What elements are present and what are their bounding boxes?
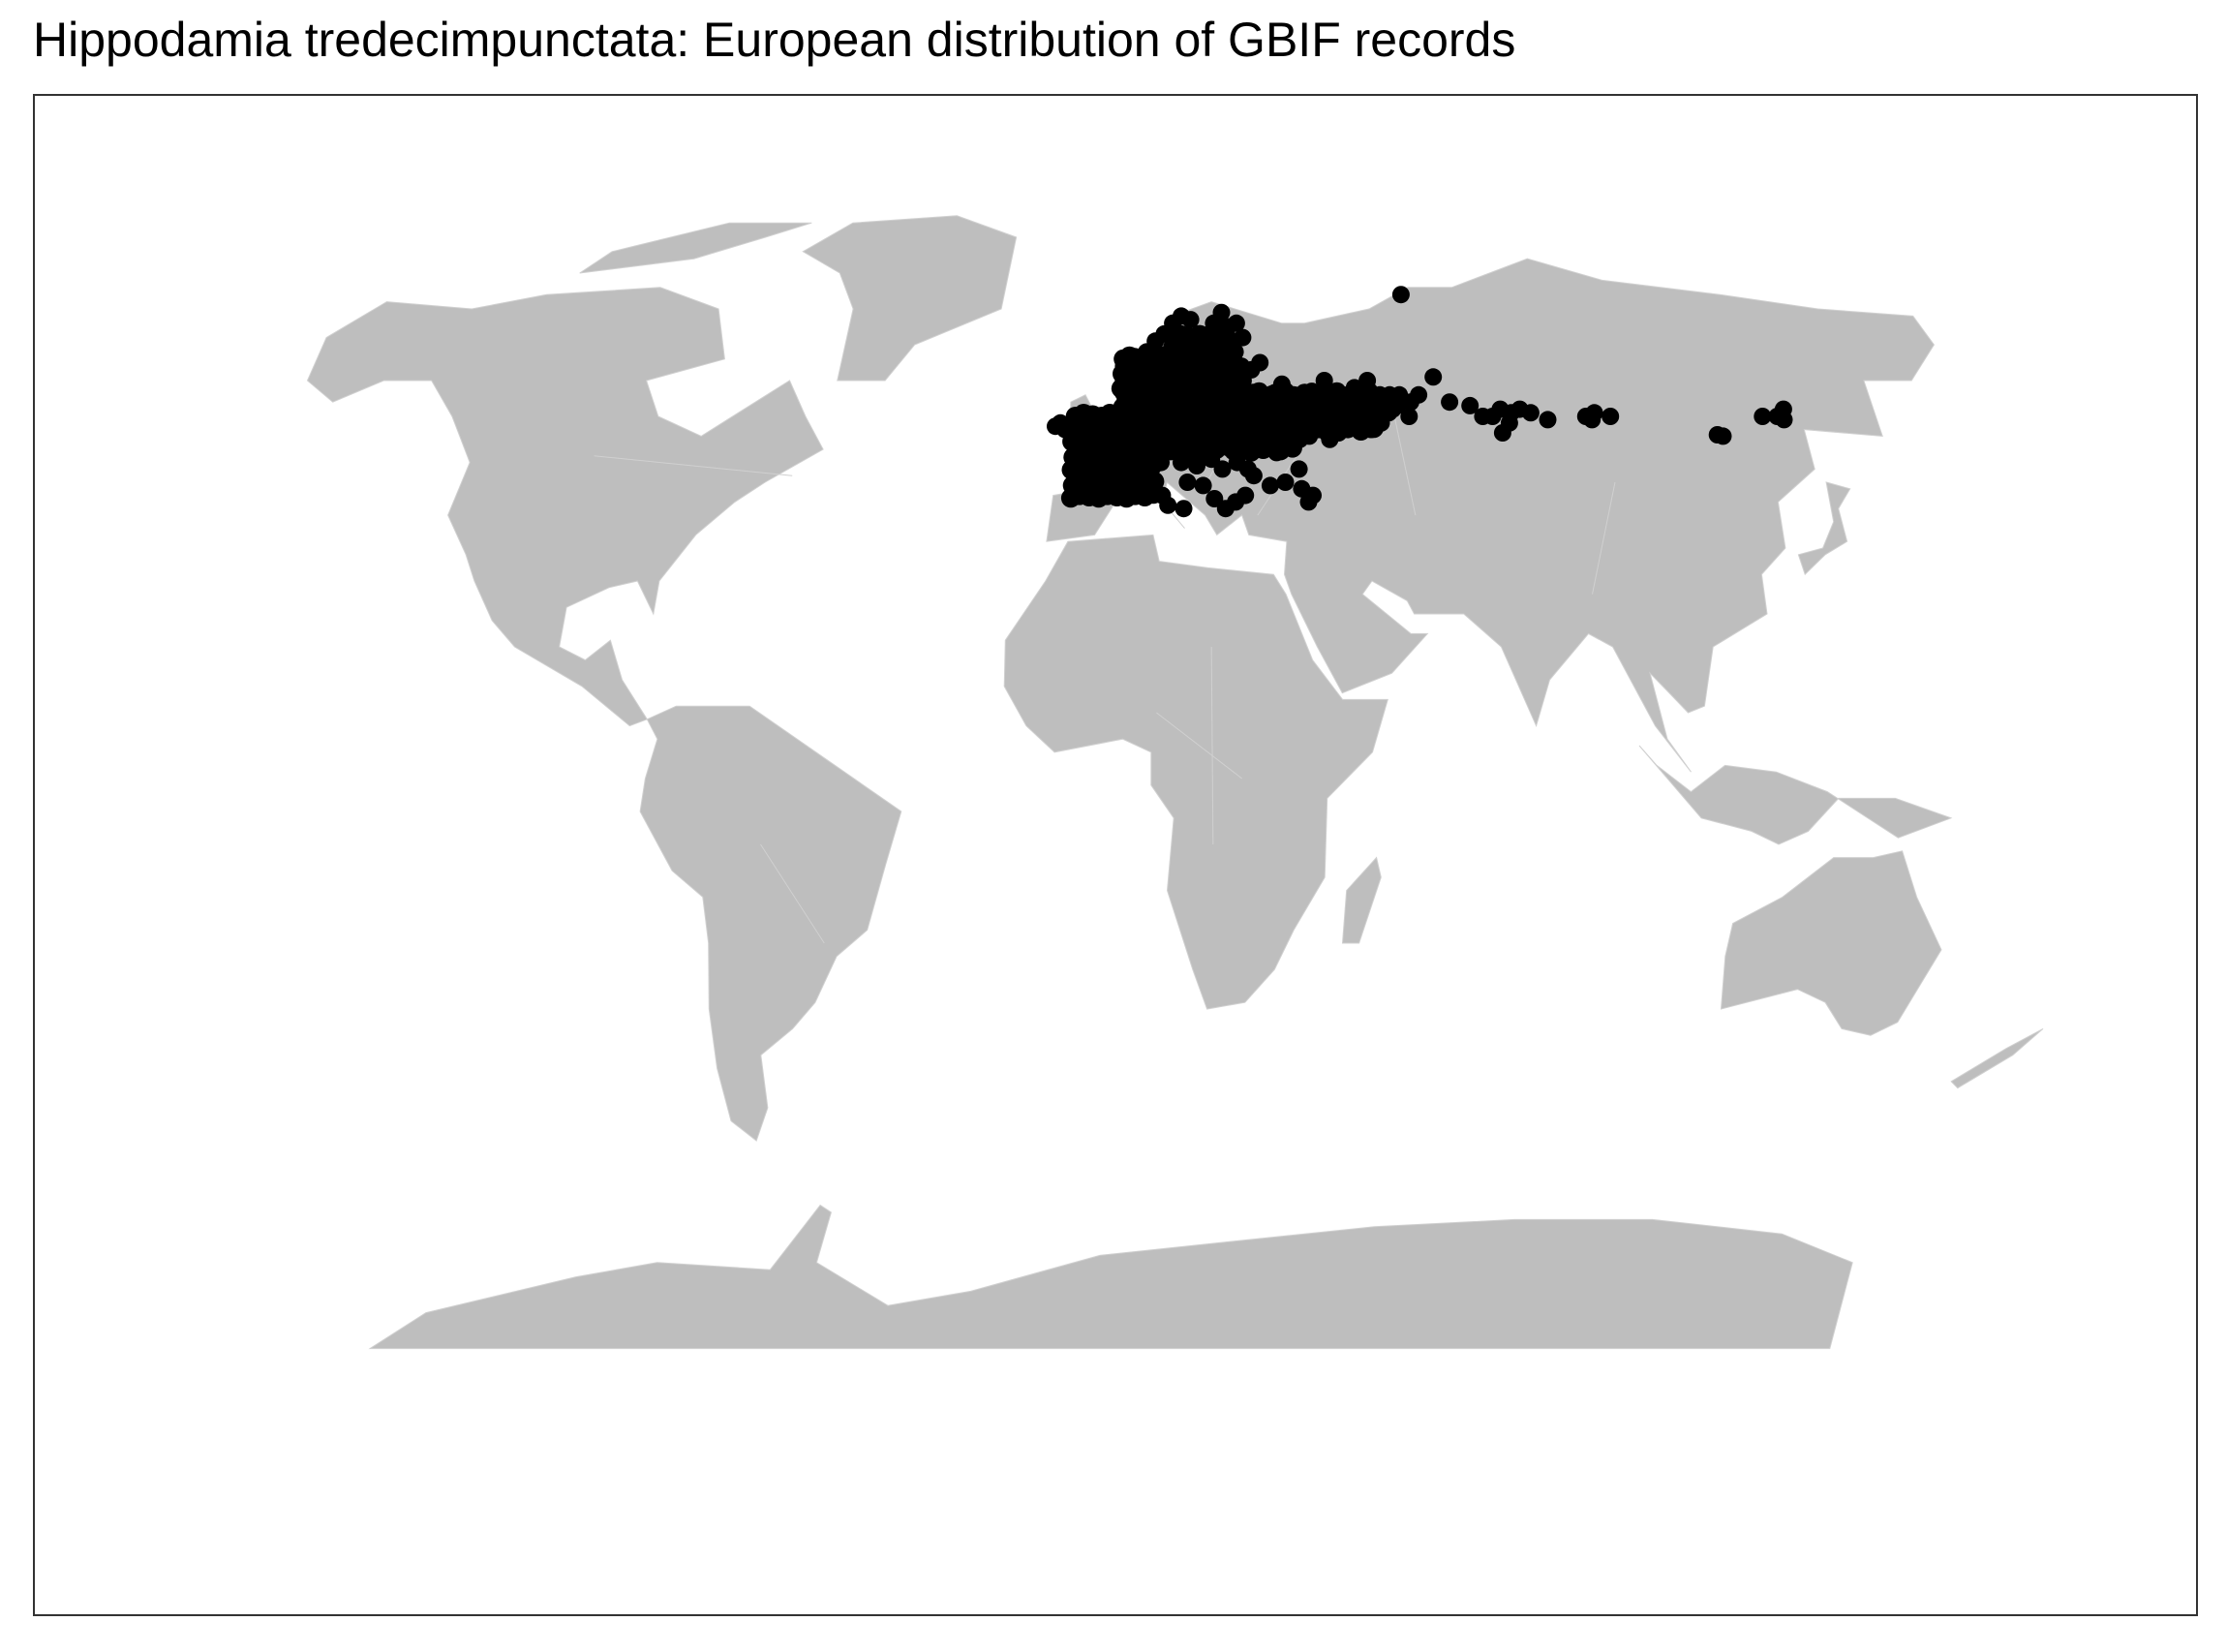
occurrence-point [1195, 413, 1212, 432]
occurrence-point [1213, 460, 1232, 478]
north-america-landmass [306, 287, 824, 727]
country-border-line [760, 843, 825, 944]
occurrence-point [1238, 460, 1257, 478]
occurrence-point [1227, 314, 1245, 332]
country-border-line [1592, 481, 1616, 595]
occurrence-point [1205, 314, 1223, 332]
occurrence-point [1299, 493, 1318, 511]
occurrence-point [1210, 375, 1229, 393]
occurrence-point [1175, 500, 1193, 518]
occurrence-point [1302, 382, 1321, 401]
occurrence-point [1208, 408, 1227, 425]
occurrence-point [1754, 408, 1772, 425]
occurrence-point [1096, 474, 1114, 491]
occurrence-point [1242, 404, 1261, 422]
arctic-islands-landmass [579, 222, 812, 274]
occurrence-point [1332, 385, 1351, 404]
occurrence-point [1061, 424, 1080, 442]
country-border-line [1210, 646, 1214, 845]
occurrence-point [1124, 382, 1143, 401]
occurrence-point [1149, 400, 1168, 418]
occurrence-point [1390, 385, 1409, 404]
occurrence-point [1181, 444, 1200, 462]
occurrence-point [1106, 453, 1124, 472]
madagascar-landmass [1341, 856, 1382, 944]
occurrence-point [1424, 368, 1443, 386]
occurrence-point [1198, 393, 1216, 412]
japan-landmass [1797, 481, 1851, 576]
occurrence-point [1216, 500, 1235, 518]
occurrence-point [1353, 393, 1371, 412]
occurrence-point [1106, 417, 1124, 436]
occurrence-point [1163, 372, 1180, 389]
south-america-landmass [639, 705, 902, 1142]
occurrence-point [1234, 328, 1252, 347]
occurrence-point [1315, 372, 1333, 389]
occurrence-point [1410, 385, 1428, 404]
occurrence-point [1602, 408, 1620, 425]
country-border-line [594, 455, 793, 476]
occurrence-point [1441, 393, 1459, 412]
occurrence-points [1047, 286, 1793, 518]
occurrence-point [1474, 408, 1492, 425]
country-border-line [1393, 415, 1417, 516]
occurrence-point [1107, 486, 1125, 505]
occurrence-point [1234, 372, 1252, 389]
occurrence-point [1231, 385, 1249, 404]
occurrence-point [1285, 393, 1303, 412]
australia-landmass [1720, 850, 1942, 1036]
occurrence-point [1271, 400, 1290, 418]
greenland-landmass [802, 215, 1018, 382]
occurrence-point [1309, 420, 1327, 439]
occurrence-point [1122, 483, 1141, 502]
occurrence-point [1539, 411, 1557, 429]
africa-landmass [1003, 534, 1388, 1010]
occurrence-point [1290, 460, 1308, 478]
occurrence-point [1261, 476, 1279, 495]
occurrence-point [1161, 441, 1179, 458]
occurrence-point [1213, 353, 1232, 372]
occurrence-point [1708, 426, 1726, 444]
occurrence-point [1236, 486, 1255, 505]
occurrence-point [1251, 353, 1269, 372]
occurrence-point [1256, 434, 1274, 452]
occurrence-point [1152, 453, 1170, 472]
indonesia-landmass [1638, 745, 1953, 845]
occurrence-point [1085, 460, 1104, 478]
occurrence-point [1521, 404, 1540, 422]
occurrence-point [1276, 437, 1295, 455]
occurrence-point [1194, 476, 1212, 495]
occurrence-point [1400, 408, 1419, 425]
country-border-line [1156, 712, 1243, 780]
occurrence-point [1188, 457, 1205, 474]
occurrence-point [1114, 357, 1133, 376]
map-panel [33, 94, 2198, 1616]
occurrence-point [1493, 424, 1511, 442]
occurrence-point [1178, 474, 1197, 491]
world-map [306, 215, 2044, 1350]
occurrence-point [1391, 286, 1410, 304]
new-zealand-landmass [1950, 1027, 2044, 1089]
occurrence-point [1132, 457, 1150, 474]
occurrence-point [1205, 490, 1224, 507]
occurrence-point [1775, 411, 1793, 429]
occurrence-point [1226, 343, 1244, 361]
occurrence-point [1276, 474, 1295, 491]
occurrence-point [1101, 441, 1119, 458]
occurrence-point [1317, 408, 1335, 425]
occurrence-point [1461, 396, 1480, 414]
occurrence-point [1345, 379, 1363, 397]
occurrence-point [1374, 400, 1392, 418]
occurrence-point [1186, 368, 1205, 386]
occurrence-point [1159, 496, 1177, 514]
antarctica-landmass [368, 1204, 1853, 1350]
occurrence-point [1371, 385, 1389, 404]
plot-title: Hippodamia tredecimpunctata: European di… [33, 13, 1516, 67]
occurrence-point [1358, 372, 1377, 389]
occurrence-point [1272, 375, 1291, 393]
occurrence-point [1585, 404, 1603, 422]
occurrence-point [1348, 413, 1365, 432]
occurrence-point [1181, 311, 1200, 329]
